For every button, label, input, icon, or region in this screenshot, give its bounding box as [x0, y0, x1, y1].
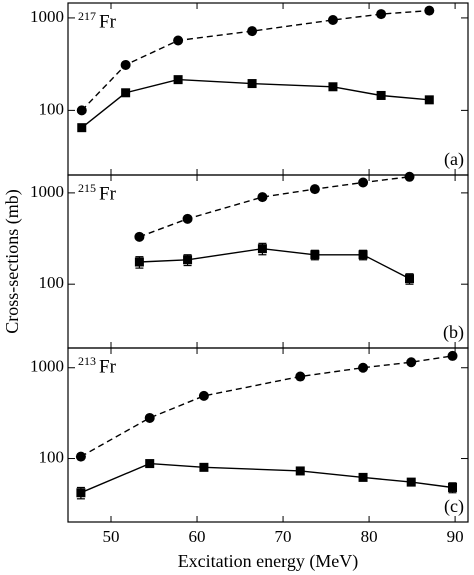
x-tick-label: 60 — [189, 527, 206, 546]
point — [199, 462, 209, 472]
isotope-element: Fr — [99, 183, 117, 204]
point — [247, 26, 258, 37]
point — [247, 79, 257, 89]
point — [358, 472, 368, 482]
y-tick-label: 100 — [39, 99, 65, 118]
point — [121, 88, 131, 98]
point — [173, 35, 184, 46]
isotope-element: Fr — [99, 11, 117, 32]
point — [405, 274, 415, 284]
point — [406, 357, 417, 368]
panel-label: (c) — [444, 496, 464, 517]
point — [358, 177, 369, 188]
plot-frame — [67, 347, 469, 523]
point — [120, 59, 131, 70]
panel-label: (a) — [444, 149, 464, 170]
point — [358, 362, 369, 373]
point — [328, 82, 338, 92]
point — [144, 412, 155, 423]
y-tick-label: 100 — [39, 273, 65, 292]
point — [76, 105, 87, 116]
point — [145, 459, 155, 469]
series-line — [139, 176, 410, 238]
point — [376, 90, 386, 100]
y-tick-label: 1000 — [30, 357, 64, 376]
x-axis-title: Excitation energy (MeV) — [178, 551, 359, 572]
point — [257, 192, 268, 203]
series-line — [139, 247, 410, 280]
y-tick-label: 1000 — [30, 182, 64, 201]
panel-label: (b) — [443, 322, 464, 343]
point — [173, 75, 183, 85]
point — [134, 231, 145, 242]
point — [182, 213, 193, 224]
x-tick-label: 80 — [361, 527, 378, 546]
point — [295, 466, 305, 476]
point — [295, 371, 306, 382]
point — [424, 5, 435, 16]
x-tick-label: 70 — [275, 527, 292, 546]
y-tick-label: 1000 — [30, 7, 64, 26]
series-line — [80, 462, 453, 494]
isotope-mass: 217 — [78, 9, 96, 23]
point — [198, 390, 209, 401]
y-tick-label: 100 — [39, 447, 65, 466]
point — [257, 244, 267, 254]
point — [358, 250, 368, 260]
point — [75, 451, 86, 462]
point — [424, 95, 434, 105]
point — [134, 257, 144, 267]
plot-frame — [67, 174, 469, 349]
point — [406, 477, 416, 487]
point — [77, 123, 87, 133]
point — [376, 9, 387, 20]
isotope-element: Fr — [99, 356, 117, 377]
isotope-mass: 215 — [78, 181, 96, 195]
point — [327, 14, 338, 25]
isotope-mass: 213 — [78, 354, 96, 368]
point — [309, 184, 320, 195]
point — [447, 350, 458, 361]
point — [76, 488, 86, 498]
point — [404, 171, 415, 182]
series-line — [80, 355, 453, 458]
point — [448, 482, 458, 492]
y-axis-title: Cross-sections (mb) — [2, 189, 23, 333]
x-tick-label: 90 — [447, 527, 464, 546]
x-tick-label: 50 — [103, 527, 120, 546]
point — [310, 250, 320, 260]
point — [183, 255, 193, 265]
